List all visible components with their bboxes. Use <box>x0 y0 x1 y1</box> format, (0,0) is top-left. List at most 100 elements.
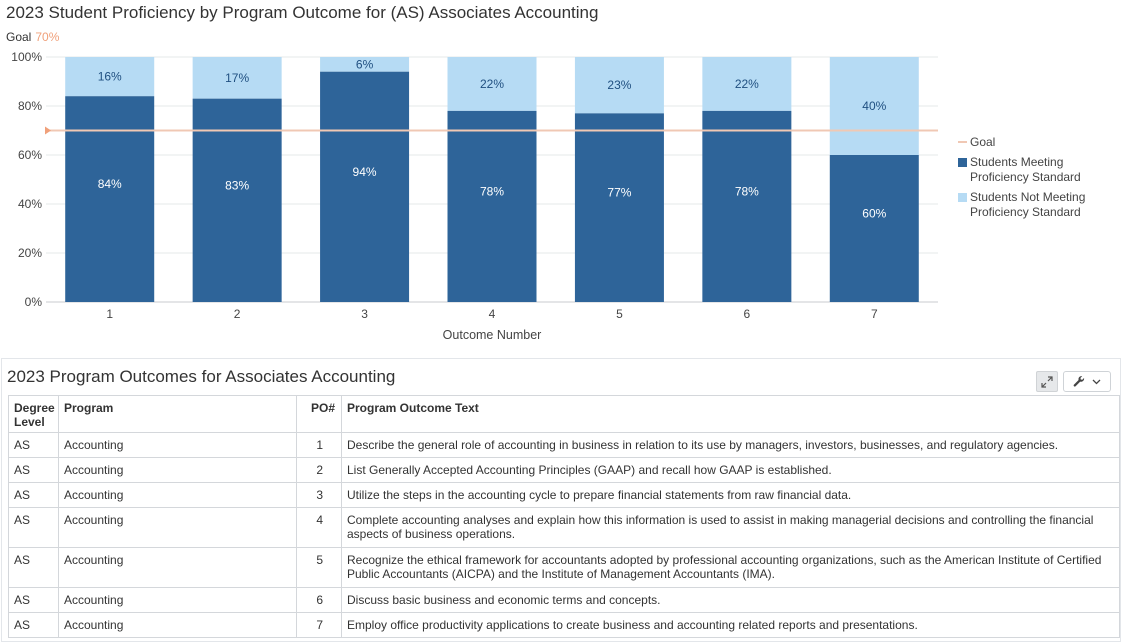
bar-meeting <box>192 98 282 303</box>
data-label-meeting: 77% <box>607 186 631 200</box>
cell-program: Accounting <box>58 482 297 508</box>
legend-swatch-not-meeting <box>958 193 967 202</box>
col-header-po-number[interactable]: PO# <box>296 395 342 433</box>
y-tick-label: 40% <box>18 197 42 211</box>
col-header-degree-level[interactable]: Degree Level <box>8 395 59 433</box>
table-row: AS Accounting 5 Recognize the ethical frame… <box>8 547 1120 588</box>
cell-outcome-text: Employ office productivity applications … <box>341 612 1120 638</box>
y-tick-label: 100% <box>11 50 42 64</box>
cell-program: Accounting <box>58 457 297 483</box>
table-row: AS Accounting 3 Utilize the steps in the ac… <box>8 482 1120 508</box>
col-header-outcome-text[interactable]: Program Outcome Text <box>341 395 1120 433</box>
cell-program: Accounting <box>58 547 297 588</box>
chart-svg: 0% 20% 40% 60% 80% 100% 84% 16% 1 83% 17% 2 94% 6% 3 78… <box>11 50 1085 342</box>
data-label-meeting: 94% <box>353 165 377 179</box>
x-tick-label: 6 <box>744 307 751 321</box>
wrench-icon <box>1073 376 1085 387</box>
cell-outcome-text: Complete accounting analyses and explain… <box>341 507 1120 548</box>
cell-po-number: 7 <box>296 612 342 638</box>
table-title: 2023 Program Outcomes for Associates Acc… <box>7 367 396 386</box>
bar-meeting <box>447 110 537 303</box>
bar-meeting <box>829 155 919 302</box>
cell-outcome-text: Recognize the ethical framework for acco… <box>341 547 1120 588</box>
cell-po-number: 3 <box>296 482 342 508</box>
data-label-not-meeting: 22% <box>735 77 759 91</box>
goal-caption-label: Goal <box>6 30 32 44</box>
bar-not-meeting <box>447 57 537 111</box>
bar-not-meeting <box>65 57 155 97</box>
table-panel: 2023 Program Outcomes for Associates Acc… <box>1 358 1121 642</box>
cell-program: Accounting <box>58 612 297 638</box>
y-tick-label: 60% <box>18 148 42 162</box>
cell-po-number: 4 <box>296 507 342 548</box>
cell-program: Accounting <box>58 432 297 458</box>
y-tick-label: 80% <box>18 99 42 113</box>
cell-po-number: 6 <box>296 587 342 613</box>
legend-label-not-meeting: Students Not Meeting Proficiency Standard <box>970 190 1085 219</box>
bar-meeting <box>574 113 664 302</box>
bar-meeting <box>65 96 155 302</box>
data-label-not-meeting: 22% <box>480 77 504 91</box>
bar-not-meeting <box>574 57 664 114</box>
expand-button[interactable] <box>1036 371 1058 392</box>
cell-outcome-text: Utilize the steps in the accounting cycl… <box>341 482 1120 508</box>
data-label-not-meeting: 17% <box>225 71 249 85</box>
table-row: AS Accounting 1 Describe the general role o… <box>8 432 1120 458</box>
chart-title: 2023 Student Proficiency by Program Outc… <box>6 3 599 22</box>
program-outcomes-table: Degree Level Program PO# Program Outcome… <box>8 395 1120 638</box>
data-label-meeting: 78% <box>735 184 759 198</box>
y-tick-label: 20% <box>18 246 42 260</box>
cell-outcome-text: Describe the general role of accounting … <box>341 432 1120 458</box>
bar-meeting <box>320 71 410 302</box>
bar-not-meeting <box>192 57 282 99</box>
cell-program: Accounting <box>58 587 297 613</box>
tools-menu-button[interactable] <box>1063 371 1111 392</box>
x-tick-label: 1 <box>106 307 113 321</box>
bar-not-meeting <box>320 57 410 72</box>
x-tick-label: 2 <box>234 307 241 321</box>
x-tick-label: 4 <box>489 307 496 321</box>
table-row: AS Accounting 4 Complete accounting analyse… <box>8 507 1120 548</box>
chart-panel: 0% 20% 40% 60% 80% 100% 84% 16% 1 83% 17% 2 94% 6% 3 78… <box>6 3 1085 342</box>
legend-goal-label: Goal <box>970 135 995 149</box>
cell-degree-level: AS <box>8 612 59 638</box>
x-tick-label: 3 <box>361 307 368 321</box>
cell-degree-level: AS <box>8 432 59 458</box>
cell-po-number: 5 <box>296 547 342 588</box>
cell-degree-level: AS <box>8 587 59 613</box>
cell-program: Accounting <box>58 507 297 548</box>
x-tick-label: 7 <box>871 307 878 321</box>
data-label-not-meeting: 40% <box>862 99 886 113</box>
bar-meeting <box>702 110 792 303</box>
goal-caption-value: 70% <box>35 30 60 44</box>
cell-outcome-text: List Generally Accepted Accounting Princ… <box>341 457 1120 483</box>
x-axis-title: Outcome Number <box>443 328 542 342</box>
table-row: AS Accounting 6 Discuss basic business and … <box>8 587 1120 613</box>
legend-label-meeting: Students Meeting Proficiency Standard <box>970 155 1081 184</box>
table-row: AS Accounting 7 Employ office productivity … <box>8 612 1120 638</box>
x-tick-label: 5 <box>616 307 623 321</box>
cell-degree-level: AS <box>8 457 59 483</box>
cell-po-number: 2 <box>296 457 342 483</box>
table-row: AS Accounting 2 List Generally Accepted Acc… <box>8 457 1120 483</box>
cell-degree-level: AS <box>8 507 59 548</box>
table-body: AS Accounting 1 Describe the general role o… <box>8 432 1120 638</box>
legend-swatch-meeting <box>958 158 967 167</box>
cell-degree-level: AS <box>8 547 59 588</box>
data-label-meeting: 83% <box>225 178 249 192</box>
cell-outcome-text: Discuss basic business and economic term… <box>341 587 1120 613</box>
data-label-not-meeting: 6% <box>356 57 374 71</box>
data-label-meeting: 84% <box>98 177 122 191</box>
bar-not-meeting <box>829 57 919 155</box>
goal-caption: Goal 70% <box>6 30 59 44</box>
data-label-not-meeting: 16% <box>98 70 122 84</box>
y-tick-label: 0% <box>25 295 43 309</box>
cell-degree-level: AS <box>8 482 59 508</box>
data-label-meeting: 60% <box>862 207 886 221</box>
chevron-down-icon <box>1092 379 1101 384</box>
col-header-program[interactable]: Program <box>58 395 297 433</box>
data-label-meeting: 78% <box>480 184 504 198</box>
bar-not-meeting <box>702 57 792 111</box>
expand-icon <box>1041 375 1053 388</box>
goal-marker-icon <box>45 126 51 135</box>
